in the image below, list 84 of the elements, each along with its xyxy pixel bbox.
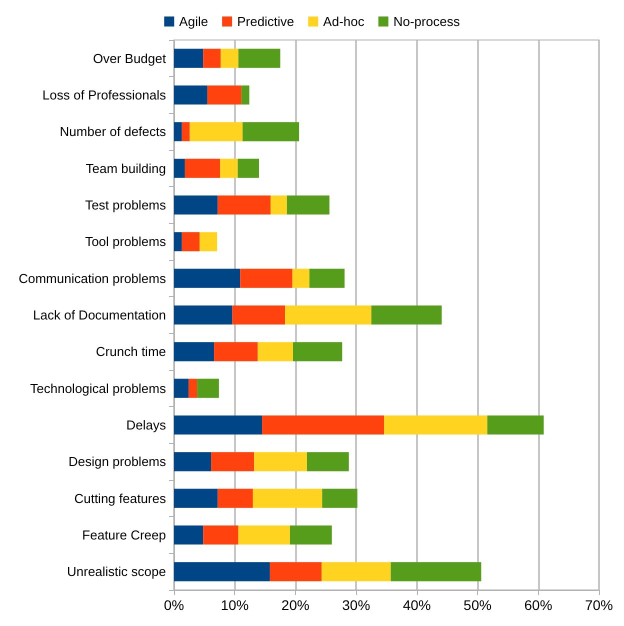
bar (184, 158, 220, 178)
y-tick-label: Team building (86, 160, 166, 176)
bar (270, 195, 287, 215)
bar (487, 415, 544, 435)
x-tick-label: 20% (281, 597, 310, 613)
bar (182, 122, 190, 142)
bar (197, 378, 219, 398)
x-tick-label: 10% (220, 597, 249, 613)
bar (262, 415, 384, 435)
bar (174, 305, 232, 325)
bar (174, 232, 182, 252)
y-tick-label: Feature Creep (82, 528, 166, 542)
y-tick-label: Number of defects (60, 124, 166, 140)
bar (174, 122, 182, 142)
bar (242, 122, 300, 142)
y-tick-label: Loss of Professionals (42, 88, 166, 102)
bar (174, 378, 189, 398)
bar (174, 195, 218, 215)
bar (286, 195, 330, 215)
bar (292, 268, 310, 288)
bar (258, 342, 293, 362)
bar (200, 232, 218, 252)
legend-label: No-process (393, 14, 460, 29)
y-tick-label: Crunch time (96, 344, 166, 360)
bar (220, 158, 238, 178)
bar (214, 342, 258, 362)
bar (232, 305, 286, 325)
bar (285, 305, 372, 325)
bar (174, 525, 204, 545)
bar (211, 452, 254, 472)
bar (174, 342, 214, 362)
legend-label: Predictive (237, 14, 294, 29)
bar (182, 232, 200, 252)
bar (252, 488, 322, 508)
bar (174, 488, 218, 508)
bar (292, 342, 342, 362)
y-tick-label: Unrealistic scope (67, 564, 166, 580)
bar (270, 562, 322, 582)
y-tick-label: Over Budget (93, 50, 166, 66)
y-tick-label: Lack of Documentation (33, 308, 166, 322)
bar (390, 562, 482, 582)
bar (203, 48, 221, 68)
x-tick-label: 70% (584, 597, 614, 613)
x-tick-label: 40% (402, 597, 431, 613)
bar (174, 158, 185, 178)
bar (207, 85, 242, 105)
bar (203, 525, 238, 545)
x-tick-label: 0% (164, 597, 184, 613)
legend-label: Agile (179, 14, 208, 29)
bar (322, 562, 391, 582)
bar (174, 415, 262, 435)
bar (290, 525, 332, 545)
bar (218, 488, 253, 508)
y-tick-label: Technological problems (30, 380, 166, 396)
bar (240, 268, 292, 288)
y-tick-label: Communication problems (18, 270, 166, 286)
bar (241, 85, 250, 105)
y-tick-label: Design problems (68, 454, 166, 470)
bar (322, 488, 358, 508)
bar (306, 452, 349, 472)
bar (238, 525, 290, 545)
bar (190, 122, 243, 142)
bar (188, 378, 198, 398)
bar (371, 305, 442, 325)
bar (174, 85, 208, 105)
y-tick-label: Delays (126, 418, 166, 432)
bar (238, 48, 280, 68)
x-tick-label: 50% (464, 597, 492, 613)
bar (220, 48, 238, 68)
bar (238, 158, 259, 178)
bar (309, 268, 345, 288)
bar (384, 415, 488, 435)
legend-label: Ad-hoc (323, 14, 365, 29)
bar (254, 452, 307, 472)
bar (174, 268, 240, 288)
x-tick-label: 60% (524, 597, 552, 613)
y-tick-label: Tool problems (85, 234, 166, 250)
y-tick-label: Cutting features (74, 490, 166, 506)
bar (174, 452, 212, 472)
bar (174, 562, 270, 582)
bar (174, 48, 204, 68)
bar (218, 195, 271, 215)
y-tick-label: Test problems (85, 198, 166, 212)
x-tick-label: 30% (342, 597, 370, 613)
